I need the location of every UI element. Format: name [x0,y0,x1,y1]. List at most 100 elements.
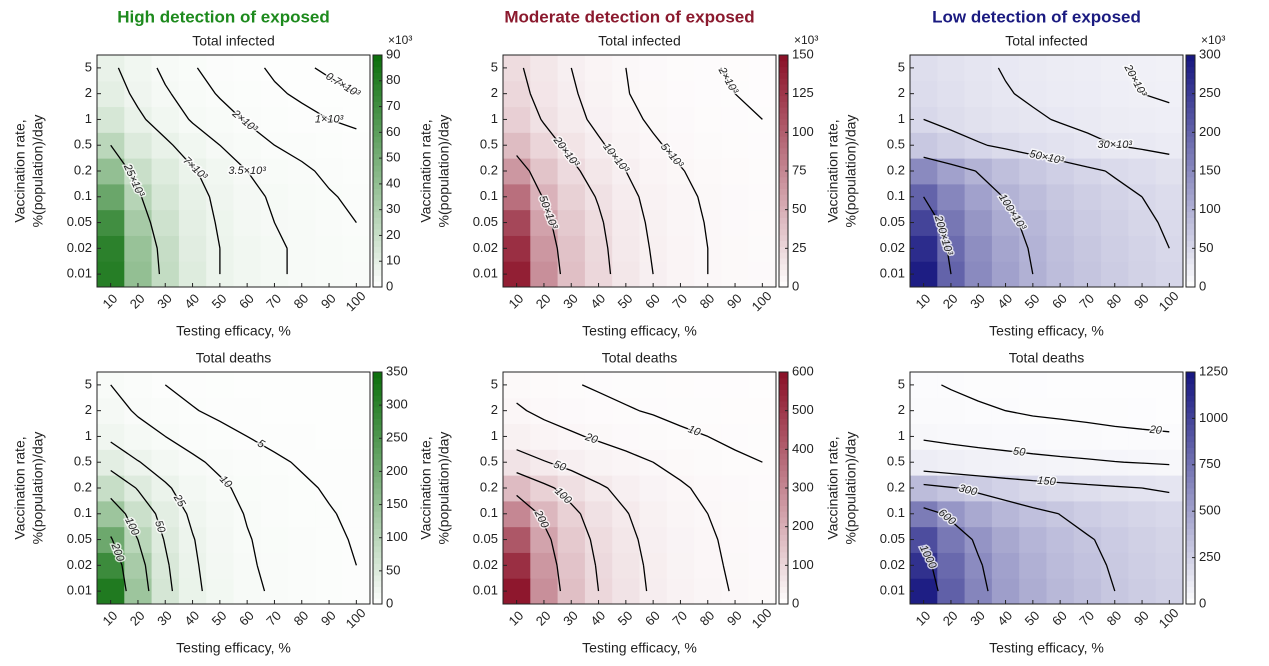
heatmap-cell [964,500,993,528]
colorbar-step [373,66,382,73]
heatmap-cell [530,372,559,399]
heatmap-cell [315,235,344,262]
heatmap-cell [721,158,750,185]
heatmap-cell [97,235,125,262]
colorbar-step [1186,528,1195,535]
contour-label: 50 [1012,445,1026,458]
colorbar-step [779,441,788,448]
colorbar-step [779,551,788,559]
heatmap-cell [584,397,613,425]
heatmap-cell [260,106,289,133]
heatmap-cell [612,132,640,159]
heatmap-cell [530,500,559,528]
column-header: Low detection of exposed [932,7,1141,26]
colorbar-step [779,153,788,160]
heatmap-cell [288,526,316,553]
heatmap-cell [1019,209,1047,236]
colorbar-step [779,101,788,108]
colorbar-step [779,575,788,582]
colorbar-step [373,171,382,178]
heatmap-cell [612,372,640,399]
heatmap-cell [1019,106,1047,133]
colorbar-step [1186,395,1195,402]
colorbar-tick-label: 30 [386,201,400,216]
contour-line [516,402,730,592]
heatmap-cell [178,423,207,450]
heatmap-cell [530,106,559,133]
colorbar-tick-label: 300 [792,479,814,494]
heatmap-cell [288,552,316,579]
heatmap-cell [260,80,289,108]
heatmap-cell [151,158,180,185]
heatmap-cell [1073,372,1102,399]
heatmap-cell [910,80,938,108]
colorbar-step [1186,217,1195,224]
heatmap-cell [748,526,777,553]
x-tick-label: 60 [642,608,663,629]
heatmap-cell [964,423,993,450]
colorbar-step [373,101,382,108]
colorbar-step [373,130,382,137]
heatmap-cell [1073,449,1102,476]
colorbar-step [373,95,382,102]
x-tick-label: 100 [749,605,775,631]
heatmap-cell [288,55,316,82]
heatmap-cell [315,132,344,159]
x-tick-label: 50 [615,608,636,629]
contour-line [923,156,1034,275]
heatmap-cell [315,500,344,528]
heatmap-cell [530,552,559,579]
y-tick-label: 5 [898,59,905,74]
colorbar-step [779,66,788,73]
column-header: Moderate detection of exposed [504,7,754,26]
heatmap-cell [233,475,262,502]
colorbar-tick-label: 200 [386,463,408,478]
colorbar-step [1186,72,1195,79]
heatmap-cell [151,209,180,236]
colorbar-tick-label: 600 [792,363,814,378]
heatmap-cell [721,183,750,211]
y-tick-label: 0.01 [473,266,498,281]
colorbar-step [373,252,382,259]
contour-line [110,144,161,275]
x-tick-label: 30 [967,608,988,629]
contour-line [923,196,952,275]
contour-line [110,384,266,592]
colorbar-step [1186,95,1195,102]
x-tick-label: 20 [127,608,148,629]
colorbar-step [1186,275,1195,282]
colorbar-tick-label: 50 [1199,240,1213,255]
heatmap-cell [666,397,695,425]
heatmap-cell [639,500,668,528]
colorbar-step [373,84,382,91]
colorbar-step [373,517,382,524]
colorbar-tick-label: 50 [386,150,400,165]
heatmap-cell [612,209,640,236]
x-tick-label: 60 [1049,291,1070,312]
heatmap-cell [694,209,722,236]
colorbar-step [373,528,382,535]
colorbar-step [373,78,382,85]
colorbar-step [779,136,788,143]
colorbar-step [1186,546,1195,553]
colorbar-step [779,275,788,282]
colorbar-step [779,557,788,564]
colorbar-step [779,205,788,213]
heatmap-cell [1019,80,1047,108]
heatmap-cell [910,372,938,399]
colorbar-step [1186,482,1195,489]
heatmap-cell [639,235,668,262]
heatmap-cell [584,449,613,476]
x-tick-label: 60 [642,291,663,312]
colorbar-step [373,188,382,195]
x-tick-label: 40 [587,291,608,312]
colorbar-step [779,234,788,242]
heatmap-cell [206,552,234,579]
colorbar-step [373,569,382,576]
heatmap-cell [910,158,938,185]
x-tick-label: 70 [1076,291,1097,312]
heatmap-cell [694,372,722,399]
y-tick-label: 5 [85,59,92,74]
heatmap-cell [1155,132,1184,159]
